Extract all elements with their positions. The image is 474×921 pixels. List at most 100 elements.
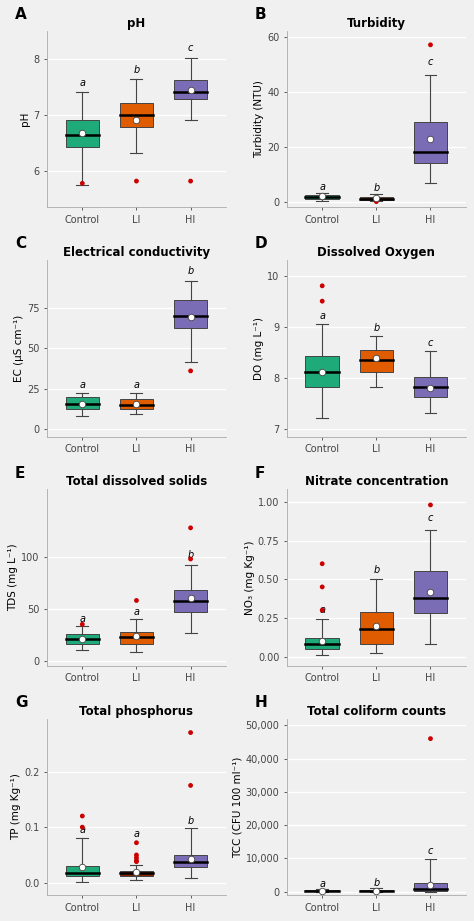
- Point: [427, 731, 434, 746]
- Point: [187, 591, 194, 606]
- Text: b: b: [187, 550, 194, 560]
- Title: Total coliform counts: Total coliform counts: [307, 705, 446, 717]
- Point: [133, 853, 140, 868]
- Bar: [174, 300, 207, 329]
- Y-axis label: NO₃ (mg Kg⁻¹): NO₃ (mg Kg⁻¹): [245, 541, 255, 615]
- Bar: [414, 122, 447, 163]
- Text: b: b: [133, 64, 139, 75]
- Title: Nitrate concentration: Nitrate concentration: [305, 475, 448, 488]
- Text: a: a: [319, 310, 325, 321]
- Point: [187, 852, 194, 867]
- Text: a: a: [134, 380, 139, 391]
- Bar: [119, 399, 153, 409]
- Title: Electrical conductivity: Electrical conductivity: [63, 246, 210, 259]
- Text: a: a: [79, 78, 85, 88]
- Point: [187, 725, 194, 740]
- Point: [319, 579, 326, 594]
- Text: b: b: [373, 323, 380, 332]
- Point: [427, 38, 434, 52]
- Text: c: c: [428, 57, 433, 67]
- Y-axis label: pH: pH: [20, 112, 30, 126]
- Bar: [119, 632, 153, 644]
- Point: [133, 628, 140, 643]
- Bar: [174, 590, 207, 612]
- Y-axis label: DO (mg L⁻¹): DO (mg L⁻¹): [255, 317, 264, 380]
- Text: b: b: [373, 565, 380, 575]
- Point: [373, 883, 380, 898]
- Text: A: A: [15, 7, 27, 22]
- Text: C: C: [15, 237, 26, 251]
- Title: Dissolved Oxygen: Dissolved Oxygen: [318, 246, 435, 259]
- Bar: [414, 571, 447, 613]
- Point: [79, 126, 86, 141]
- Point: [319, 634, 326, 648]
- Text: H: H: [255, 694, 268, 710]
- Y-axis label: EC (μS cm⁻¹): EC (μS cm⁻¹): [14, 315, 24, 382]
- Text: b: b: [373, 878, 380, 888]
- Text: b: b: [187, 266, 194, 276]
- Bar: [414, 377, 447, 397]
- Point: [133, 112, 140, 127]
- Point: [319, 189, 326, 204]
- Text: a: a: [319, 879, 325, 889]
- Text: a: a: [79, 614, 85, 624]
- Text: c: c: [428, 338, 433, 348]
- Y-axis label: TDS (mg L⁻¹): TDS (mg L⁻¹): [9, 543, 18, 612]
- Point: [133, 855, 140, 869]
- Point: [133, 864, 140, 879]
- Bar: [360, 890, 393, 892]
- Title: Total dissolved solids: Total dissolved solids: [66, 475, 207, 488]
- Bar: [414, 883, 447, 891]
- Point: [373, 618, 380, 633]
- Bar: [65, 866, 99, 876]
- Text: a: a: [134, 607, 139, 617]
- Y-axis label: TP (mg Kg⁻¹): TP (mg Kg⁻¹): [11, 774, 21, 840]
- Point: [319, 883, 326, 898]
- Point: [427, 131, 434, 146]
- Y-axis label: Turbidity (NTU): Turbidity (NTU): [254, 80, 264, 158]
- Point: [187, 309, 194, 324]
- Point: [79, 809, 86, 823]
- Point: [187, 778, 194, 793]
- Point: [79, 397, 86, 412]
- Bar: [65, 634, 99, 644]
- Bar: [305, 356, 339, 387]
- Point: [79, 820, 86, 834]
- Bar: [360, 350, 393, 372]
- Bar: [174, 80, 207, 99]
- Point: [319, 602, 326, 617]
- Point: [373, 191, 380, 205]
- Title: Total phosphorus: Total phosphorus: [80, 705, 193, 717]
- Point: [187, 83, 194, 98]
- Text: c: c: [428, 514, 433, 523]
- Point: [319, 278, 326, 293]
- Point: [133, 593, 140, 608]
- Point: [133, 847, 140, 862]
- Point: [187, 174, 194, 189]
- Bar: [305, 195, 339, 199]
- Point: [319, 365, 326, 379]
- Point: [373, 351, 380, 366]
- Point: [187, 552, 194, 566]
- Point: [373, 194, 380, 209]
- Bar: [119, 103, 153, 127]
- Text: F: F: [255, 466, 265, 481]
- Bar: [65, 397, 99, 409]
- Text: a: a: [79, 380, 85, 391]
- Title: pH: pH: [128, 17, 146, 29]
- Bar: [174, 855, 207, 868]
- Point: [133, 835, 140, 850]
- Text: b: b: [373, 183, 380, 193]
- Bar: [119, 870, 153, 876]
- Text: c: c: [188, 43, 193, 53]
- Point: [187, 520, 194, 535]
- Point: [79, 617, 86, 632]
- Point: [427, 878, 434, 892]
- Bar: [65, 120, 99, 147]
- Text: a: a: [319, 182, 325, 192]
- Point: [133, 850, 140, 865]
- Text: c: c: [428, 845, 433, 856]
- Y-axis label: TCC (CFU 100 ml⁻¹): TCC (CFU 100 ml⁻¹): [233, 756, 243, 857]
- Bar: [305, 891, 339, 892]
- Point: [319, 556, 326, 571]
